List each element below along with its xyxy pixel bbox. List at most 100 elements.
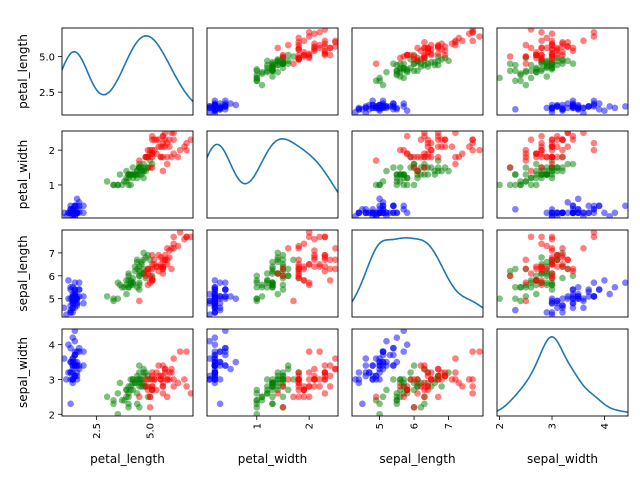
kde-curve-petal_length <box>62 35 193 102</box>
point-versicolor <box>543 279 551 286</box>
point-versicolor <box>512 181 519 189</box>
point-setosa <box>207 376 213 383</box>
point-versicolor <box>258 283 266 291</box>
point-setosa <box>69 376 77 383</box>
point-virginica <box>407 376 414 383</box>
point-virginica <box>326 51 334 59</box>
point-versicolor <box>118 397 126 404</box>
panel-sepal_width-vs-sepal_length <box>351 328 484 417</box>
point-setosa <box>65 277 72 284</box>
point-virginica <box>332 256 338 264</box>
point-versicolor <box>434 57 442 65</box>
point-versicolor <box>553 164 561 171</box>
point-virginica <box>506 272 514 280</box>
point-versicolor <box>127 171 135 178</box>
point-setosa <box>580 304 587 312</box>
point-setosa <box>548 295 556 302</box>
point-setosa <box>548 309 556 316</box>
point-versicolor <box>279 256 287 264</box>
point-virginica <box>157 153 165 161</box>
point-setosa <box>222 103 229 110</box>
point-setosa <box>362 104 370 112</box>
y-tick-label-sepal_length: 7 <box>49 249 55 260</box>
point-setosa <box>376 358 383 366</box>
point-versicolor <box>522 81 530 89</box>
point-versicolor <box>253 66 261 73</box>
point-versicolor <box>379 393 387 401</box>
point-virginica <box>295 274 303 282</box>
point-virginica <box>295 376 303 383</box>
point-virginica <box>170 150 177 157</box>
point-setosa <box>216 306 224 314</box>
point-virginica <box>300 53 308 60</box>
point-versicolor <box>279 372 287 380</box>
panel-frame <box>206 328 339 417</box>
point-versicolor <box>274 249 282 257</box>
point-virginica <box>527 233 535 241</box>
point-versicolor <box>133 400 141 408</box>
point-setosa <box>590 279 598 286</box>
x-axis-label-petal_width: petal_width <box>238 452 307 466</box>
point-versicolor <box>138 167 145 175</box>
point-versicolor <box>258 70 266 77</box>
point-versicolor <box>279 251 287 259</box>
point-virginica <box>476 348 483 355</box>
point-versicolor <box>517 283 524 291</box>
point-versicolor <box>553 57 561 65</box>
point-virginica <box>538 240 545 248</box>
point-versicolor <box>517 297 524 305</box>
point-setosa <box>207 104 213 112</box>
panel-frame <box>61 229 194 318</box>
point-virginica <box>459 37 466 45</box>
point-virginica <box>279 265 287 273</box>
point-virginica <box>553 44 561 52</box>
point-virginica <box>427 50 435 57</box>
point-setosa <box>601 209 608 217</box>
point-versicolor <box>497 74 503 82</box>
point-versicolor <box>522 67 530 75</box>
point-setosa <box>512 206 519 213</box>
x-tick-label-sepal_length: 6 <box>410 423 421 429</box>
point-versicolor <box>290 376 297 383</box>
point-virginica <box>316 376 323 383</box>
point-versicolor <box>497 181 503 189</box>
point-setosa <box>222 293 229 300</box>
point-virginica <box>434 365 442 373</box>
point-versicolor <box>396 164 404 171</box>
point-versicolor <box>564 57 572 65</box>
point-setosa <box>606 212 613 218</box>
panel-content <box>62 230 193 317</box>
point-versicolor <box>522 171 530 178</box>
point-versicolor <box>559 164 566 171</box>
point-virginica <box>305 230 313 236</box>
point-versicolor <box>269 383 276 390</box>
point-setosa <box>211 104 219 112</box>
point-virginica <box>410 404 418 411</box>
point-versicolor <box>512 283 519 291</box>
point-virginica <box>421 164 428 171</box>
point-versicolor <box>253 295 261 302</box>
point-versicolor <box>116 379 124 387</box>
point-setosa <box>574 206 582 213</box>
y-tick-label-petal_width: 1 <box>49 181 55 192</box>
point-virginica <box>300 393 308 401</box>
point-virginica <box>533 150 540 157</box>
panel-petal_length-vs-sepal_length <box>351 27 484 116</box>
point-setosa <box>585 293 592 300</box>
point-versicolor <box>376 400 383 408</box>
point-versicolor <box>274 254 282 261</box>
point-virginica <box>417 47 425 55</box>
point-virginica <box>580 37 587 45</box>
point-versicolor <box>538 171 545 178</box>
labels-layer: 2.5 5.0 petal_length 1 2 petal_width 5 6 7 sepal_… <box>16 34 611 466</box>
point-versicolor <box>279 281 287 289</box>
y-tick-label-sepal_width: 3 <box>49 375 55 386</box>
point-versicolor <box>533 272 540 280</box>
point-setosa <box>69 334 77 342</box>
point-versicolor <box>116 171 124 178</box>
point-virginica <box>274 270 282 277</box>
point-versicolor <box>522 283 530 291</box>
point-virginica <box>290 60 297 67</box>
point-virginica <box>590 33 598 40</box>
point-virginica <box>527 136 535 143</box>
